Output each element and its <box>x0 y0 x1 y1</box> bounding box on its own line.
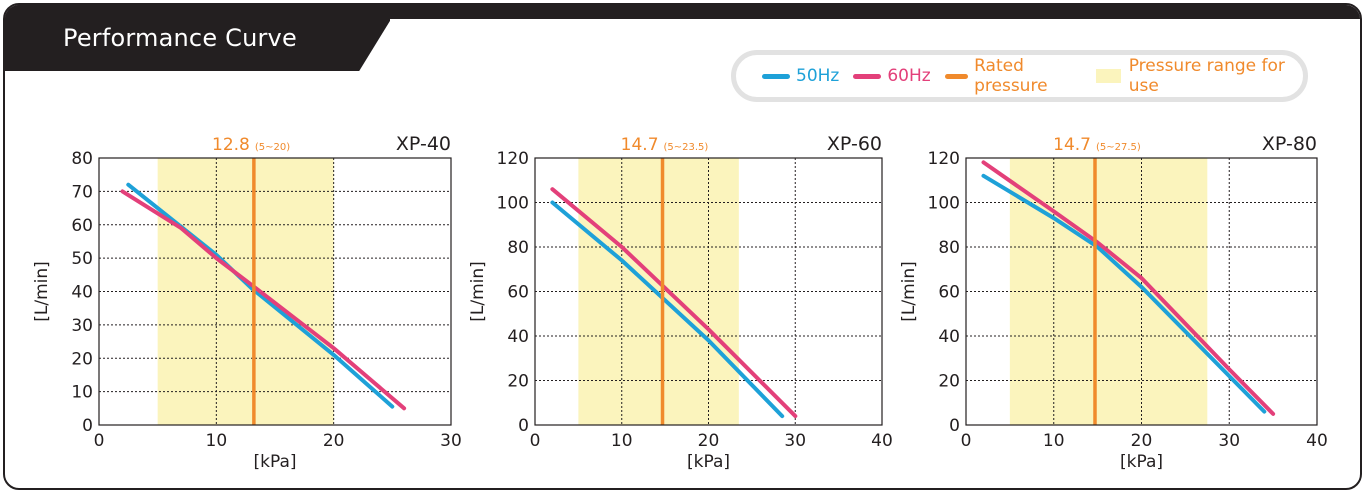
y-tick-label: 0 <box>949 416 960 436</box>
x-tick-label: 10 <box>611 431 633 451</box>
x-tick-label: 10 <box>1043 431 1065 451</box>
legend-item-range: Pressure range for use <box>1095 56 1289 96</box>
y-tick-label: 20 <box>507 372 529 392</box>
chart-xp-60 <box>534 157 883 426</box>
rated-value-label: 14.7 <box>621 135 659 155</box>
rated-value-label: 14.7 <box>1053 135 1091 155</box>
legend-rated-label: Rated pressure <box>974 56 1048 96</box>
y-tick-label: 80 <box>938 238 960 258</box>
y-tick-label: 40 <box>507 327 529 347</box>
y-tick-label: 120 <box>497 149 529 169</box>
pressure-range-band <box>578 158 739 425</box>
y-tick-label: 60 <box>507 283 529 303</box>
x-tick-label: 30 <box>440 431 462 451</box>
y-tick-label: 100 <box>497 194 529 214</box>
range-label: (5~20) <box>255 142 290 153</box>
legend: 50Hz 60Hz Rated pressure Pressure range … <box>731 50 1308 102</box>
y-tick-label: 40 <box>938 327 960 347</box>
legend-item-50hz: 50Hz <box>762 66 839 86</box>
y-axis-label: [L/min] <box>899 261 919 322</box>
y-tick-label: 20 <box>938 372 960 392</box>
x-tick-label: 0 <box>94 431 105 451</box>
legend-50hz-line <box>762 73 790 79</box>
legend-item-rated: Rated pressure <box>944 56 1082 96</box>
x-axis-label: [kPa] <box>687 452 730 472</box>
x-tick-label: 30 <box>1218 431 1240 451</box>
x-tick-label: 20 <box>1131 431 1153 451</box>
y-tick-label: 100 <box>928 194 960 214</box>
title-tab <box>5 5 390 71</box>
plot-frame <box>965 157 1318 426</box>
y-axis-label: [L/min] <box>468 261 488 322</box>
y-tick-label: 10 <box>71 383 93 403</box>
x-axis-label: [kPa] <box>1120 452 1163 472</box>
y-axis-label: [L/min] <box>32 261 52 322</box>
rated-value-label: 12.8 <box>212 135 250 155</box>
legend-range-label: Pressure range for use <box>1128 56 1285 96</box>
model-name: XP-40 <box>396 133 451 155</box>
legend-60hz-label: 60Hz <box>887 66 931 86</box>
plot-frame <box>98 157 452 426</box>
series-line-50hz <box>550 200 785 419</box>
legend-item-60hz: 60Hz <box>853 66 931 86</box>
series-line-60hz <box>550 187 798 419</box>
x-tick-label: 30 <box>784 431 806 451</box>
y-tick-label: 0 <box>82 416 93 436</box>
y-tick-label: 80 <box>71 149 93 169</box>
series-line-60hz <box>120 189 407 411</box>
x-tick-label: 10 <box>206 431 228 451</box>
series-line-60hz <box>981 160 1276 416</box>
chart-xp-80 <box>965 157 1318 426</box>
y-tick-label: 20 <box>71 349 93 369</box>
x-tick-label: 40 <box>871 431 893 451</box>
legend-range-swatch <box>1095 69 1121 83</box>
x-tick-label: 20 <box>698 431 720 451</box>
x-tick-label: 40 <box>1306 431 1328 451</box>
y-tick-label: 70 <box>71 182 93 202</box>
x-axis-label: [kPa] <box>253 452 296 472</box>
page-title: Performance Curve <box>63 24 297 52</box>
x-tick-label: 0 <box>530 431 541 451</box>
y-tick-label: 60 <box>938 283 960 303</box>
model-name: XP-80 <box>1262 133 1317 155</box>
y-tick-label: 30 <box>71 316 93 336</box>
legend-50hz-label: 50Hz <box>796 66 840 86</box>
range-label: (5~27.5) <box>1096 142 1141 153</box>
x-tick-label: 0 <box>961 431 972 451</box>
legend-rated-line <box>944 73 969 79</box>
range-label: (5~23.5) <box>664 142 709 153</box>
plot-frame <box>534 157 883 426</box>
y-tick-label: 50 <box>71 249 93 269</box>
y-tick-label: 120 <box>928 149 960 169</box>
model-name: XP-60 <box>827 133 882 155</box>
y-tick-label: 0 <box>518 416 529 436</box>
y-tick-label: 60 <box>71 216 93 236</box>
legend-60hz-line <box>853 73 882 79</box>
y-tick-label: 40 <box>71 283 93 303</box>
chart-xp-40 <box>98 157 452 426</box>
series-line-50hz <box>981 173 1267 414</box>
x-tick-label: 20 <box>323 431 345 451</box>
y-tick-label: 80 <box>507 238 529 258</box>
